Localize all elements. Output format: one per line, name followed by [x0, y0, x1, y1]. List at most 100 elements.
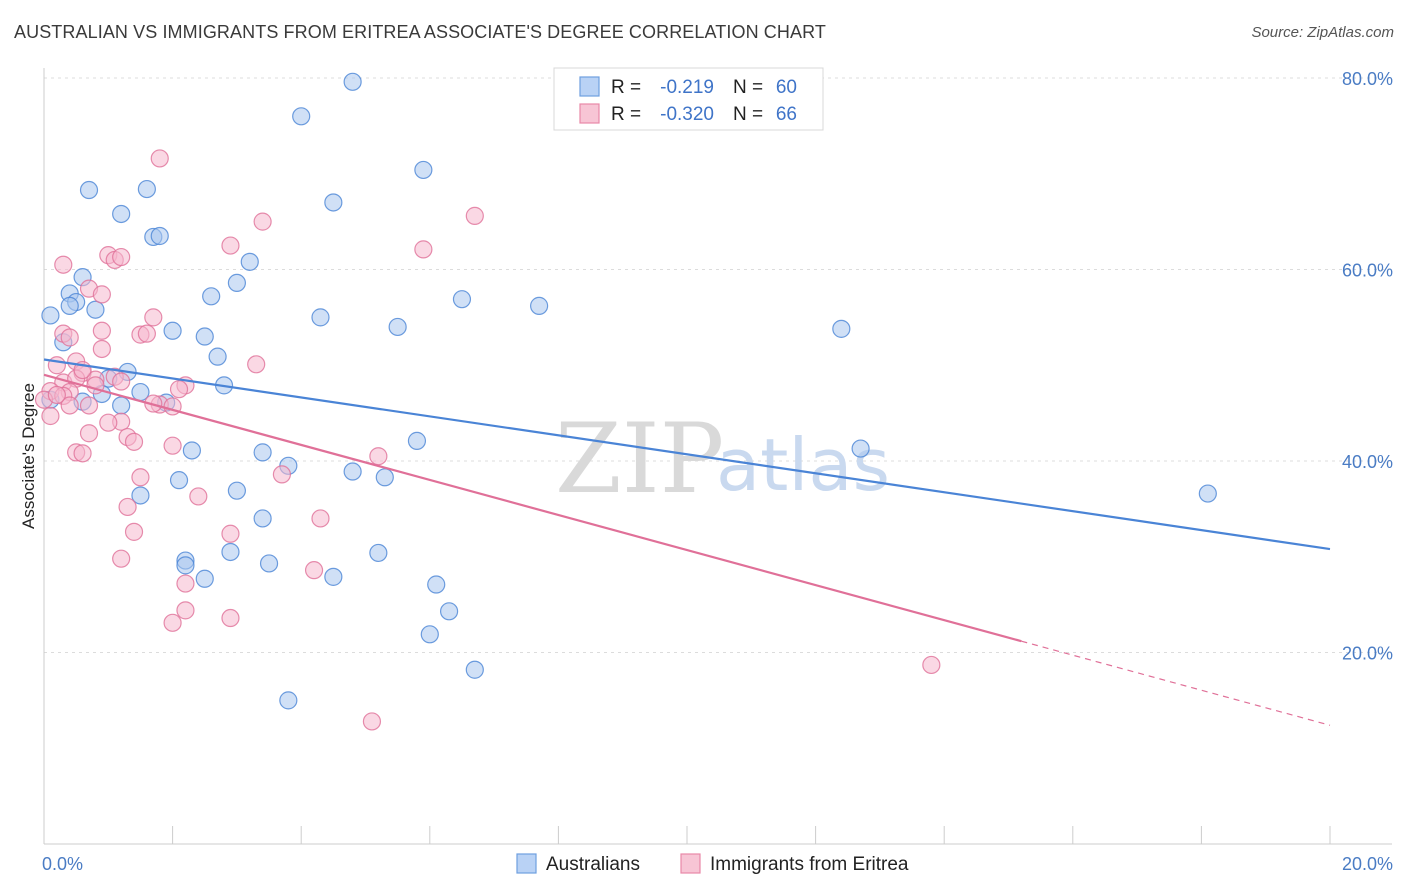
point-1-62 [99, 413, 118, 432]
point-1-7 [112, 247, 131, 267]
point-1-43 [73, 444, 92, 463]
point-0-58 [279, 691, 298, 710]
point-0-1 [292, 107, 311, 126]
point-1-59 [922, 655, 941, 675]
point-0-5 [324, 193, 343, 212]
point-1-39 [79, 424, 99, 443]
point-0-18 [452, 290, 472, 309]
point-1-54 [176, 574, 195, 593]
point-1-12 [92, 321, 111, 340]
point-1-51 [221, 524, 240, 543]
y-tick-label-2: 60.0% [1342, 261, 1393, 281]
point-0-51 [259, 554, 279, 573]
correlation-legend: R = -0.219 N = 60 R = -0.320 N = 66 [553, 67, 824, 131]
trend-line-1 [43, 373, 1022, 643]
point-1-55 [176, 601, 195, 620]
legend-swatch-1 [579, 103, 600, 124]
point-1-2 [253, 212, 272, 231]
point-1-17 [92, 339, 111, 359]
point-0-8 [150, 226, 169, 246]
point-0-3 [79, 180, 99, 200]
point-1-52 [112, 549, 131, 568]
point-1-8 [54, 255, 73, 274]
point-0-56 [420, 625, 439, 644]
point-1-36 [41, 406, 60, 426]
point-1-53 [304, 561, 324, 580]
y-tick-label-0: 20.0% [1342, 644, 1393, 664]
point-1-15 [137, 324, 156, 343]
legend-n-value-1: 66 [776, 104, 797, 125]
series-legend-swatch-0 [516, 853, 537, 874]
point-0-52 [195, 569, 214, 588]
point-0-50 [176, 556, 195, 575]
point-0-36 [182, 441, 201, 460]
point-0-20 [311, 308, 330, 327]
watermark: ZIP atlas [555, 403, 890, 515]
point-0-37 [253, 443, 272, 462]
point-0-26 [208, 347, 227, 366]
point-1-45 [131, 468, 150, 487]
point-0-44 [131, 486, 150, 505]
point-0-4 [137, 179, 156, 199]
point-1-32 [79, 396, 99, 415]
point-0-53 [324, 567, 343, 586]
point-0-38 [851, 439, 870, 458]
point-0-22 [832, 319, 851, 338]
watermark-atlas: atlas [716, 423, 890, 507]
point-0-41 [375, 468, 394, 487]
point-1-16 [60, 328, 79, 347]
point-0-6 [112, 204, 131, 224]
point-1-64 [169, 380, 189, 399]
point-1-26 [112, 372, 131, 391]
point-1-10 [92, 285, 111, 304]
point-0-48 [221, 542, 240, 562]
point-0-16 [60, 296, 79, 315]
point-0-11 [227, 273, 246, 293]
x-tick-label-1: 20.0% [1342, 854, 1393, 874]
point-1-44 [369, 447, 388, 466]
point-1-33 [60, 396, 79, 415]
point-0-46 [253, 509, 272, 528]
legend-r-value-1: -0.320 [660, 104, 714, 125]
point-1-1 [465, 206, 484, 225]
y-axis-label: Associate's Degree [19, 383, 38, 529]
data-points [34, 72, 1217, 731]
point-1-60 [47, 385, 66, 405]
legend-r-label-0: R = [611, 77, 641, 98]
source-label: Source: ZipAtlas.com [1251, 24, 1394, 41]
point-0-54 [427, 575, 446, 594]
point-1-3 [221, 236, 240, 255]
point-0-57 [465, 660, 484, 679]
point-0-0 [343, 72, 362, 91]
trend-lines [43, 358, 1331, 726]
point-1-4 [414, 240, 433, 259]
legend-r-label-1: R = [611, 104, 641, 125]
point-0-2 [414, 160, 433, 180]
legend-r-value-0: -0.219 [660, 77, 714, 98]
point-1-11 [144, 308, 163, 327]
trend-line-0 [43, 358, 1331, 551]
point-0-32 [112, 396, 131, 415]
point-0-13 [202, 287, 221, 306]
legend-n-value-0: 60 [776, 77, 797, 98]
point-0-45 [1198, 484, 1217, 503]
point-0-42 [169, 471, 189, 490]
series-legend: Australians Immigrants from Eritrea [516, 853, 909, 875]
point-1-46 [272, 465, 292, 484]
point-1-0 [150, 149, 169, 168]
point-0-21 [388, 317, 407, 337]
point-0-24 [195, 327, 214, 346]
point-1-58 [362, 712, 382, 731]
point-1-47 [189, 487, 208, 506]
point-0-15 [41, 306, 60, 325]
y-tick-label-3: 80.0% [1342, 69, 1393, 89]
watermark-zip: ZIP [555, 403, 724, 515]
legend-n-label-0: N = [733, 77, 763, 98]
point-1-40 [124, 432, 144, 451]
point-0-55 [439, 602, 459, 621]
series-legend-label-0: Australians [546, 854, 640, 875]
point-0-47 [369, 543, 388, 563]
point-0-19 [530, 296, 549, 315]
point-1-56 [163, 613, 182, 632]
